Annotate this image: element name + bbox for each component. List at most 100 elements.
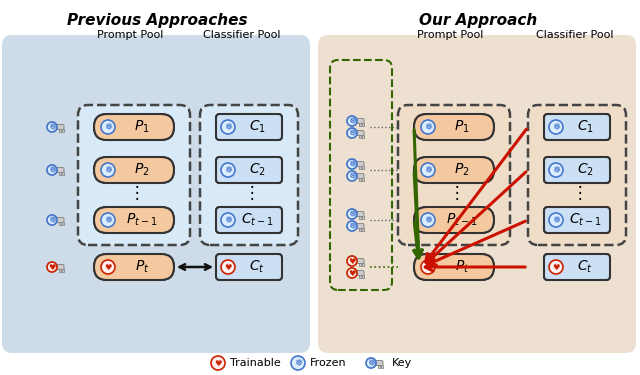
Circle shape xyxy=(366,358,376,368)
Text: ❅: ❅ xyxy=(224,122,232,132)
FancyBboxPatch shape xyxy=(543,206,611,234)
FancyBboxPatch shape xyxy=(413,113,495,141)
FancyBboxPatch shape xyxy=(216,254,282,280)
Circle shape xyxy=(549,213,563,227)
FancyBboxPatch shape xyxy=(414,207,494,233)
FancyBboxPatch shape xyxy=(200,105,298,245)
Circle shape xyxy=(349,258,355,264)
Text: ❅: ❅ xyxy=(48,122,56,132)
Text: ❅: ❅ xyxy=(348,159,356,169)
Text: Our Approach: Our Approach xyxy=(419,12,537,27)
Text: $C_{t-1}$: $C_{t-1}$ xyxy=(241,212,273,228)
Circle shape xyxy=(369,360,374,366)
Circle shape xyxy=(47,215,57,225)
Bar xyxy=(362,135,364,138)
FancyBboxPatch shape xyxy=(94,157,174,183)
Text: Classifier Pool: Classifier Pool xyxy=(536,30,614,40)
Circle shape xyxy=(101,163,115,177)
Text: $C_{2}$: $C_{2}$ xyxy=(577,162,593,178)
FancyBboxPatch shape xyxy=(93,113,175,141)
FancyBboxPatch shape xyxy=(352,211,364,216)
Circle shape xyxy=(349,130,355,135)
FancyBboxPatch shape xyxy=(52,217,64,222)
Text: $\vdots$: $\vdots$ xyxy=(243,183,255,203)
Circle shape xyxy=(347,256,357,266)
Text: ❅: ❅ xyxy=(424,215,432,225)
FancyBboxPatch shape xyxy=(318,35,636,353)
Text: ♥: ♥ xyxy=(348,256,356,265)
FancyBboxPatch shape xyxy=(93,156,175,184)
Circle shape xyxy=(347,128,357,138)
Circle shape xyxy=(49,264,54,270)
Bar xyxy=(359,216,361,219)
Circle shape xyxy=(347,221,357,231)
FancyBboxPatch shape xyxy=(216,157,282,183)
FancyBboxPatch shape xyxy=(352,130,364,135)
Circle shape xyxy=(349,270,355,276)
Text: Previous Approaches: Previous Approaches xyxy=(67,12,247,27)
FancyBboxPatch shape xyxy=(544,157,610,183)
FancyBboxPatch shape xyxy=(544,207,610,233)
Circle shape xyxy=(349,162,355,166)
FancyBboxPatch shape xyxy=(352,258,364,264)
Circle shape xyxy=(347,256,357,266)
Text: $\vdots$: $\vdots$ xyxy=(129,183,140,203)
Circle shape xyxy=(49,168,54,172)
Text: $P_{1}$: $P_{1}$ xyxy=(454,119,470,135)
Text: $C_{t}$: $C_{t}$ xyxy=(249,259,265,275)
Circle shape xyxy=(221,260,235,274)
Circle shape xyxy=(349,211,355,216)
Text: ❅: ❅ xyxy=(552,215,560,225)
FancyBboxPatch shape xyxy=(413,206,495,234)
FancyBboxPatch shape xyxy=(371,360,383,366)
FancyBboxPatch shape xyxy=(215,253,283,281)
Circle shape xyxy=(347,116,357,126)
Text: $\vdots$: $\vdots$ xyxy=(572,183,582,203)
FancyBboxPatch shape xyxy=(413,253,495,281)
FancyBboxPatch shape xyxy=(543,253,611,281)
Text: ♥: ♥ xyxy=(104,262,112,272)
Circle shape xyxy=(549,120,563,134)
Bar xyxy=(359,135,361,138)
Text: ❅: ❅ xyxy=(48,165,56,175)
Text: ❅: ❅ xyxy=(348,128,356,138)
Text: ♥: ♥ xyxy=(214,358,221,368)
FancyBboxPatch shape xyxy=(544,254,610,280)
Bar xyxy=(381,365,383,368)
Bar xyxy=(359,263,361,266)
Circle shape xyxy=(101,120,115,134)
Circle shape xyxy=(347,221,357,231)
FancyBboxPatch shape xyxy=(215,206,283,234)
FancyBboxPatch shape xyxy=(52,168,64,172)
Text: ❅: ❅ xyxy=(48,215,56,225)
Text: ❅: ❅ xyxy=(224,215,232,225)
Bar xyxy=(362,178,364,181)
Text: Prompt Pool: Prompt Pool xyxy=(417,30,483,40)
Circle shape xyxy=(349,224,355,228)
Text: $P_{2}$: $P_{2}$ xyxy=(134,162,150,178)
Bar xyxy=(359,178,361,181)
Circle shape xyxy=(347,159,357,169)
FancyBboxPatch shape xyxy=(94,114,174,140)
FancyBboxPatch shape xyxy=(216,114,282,140)
FancyBboxPatch shape xyxy=(52,264,64,270)
Text: $\vdots$: $\vdots$ xyxy=(449,183,460,203)
FancyBboxPatch shape xyxy=(352,174,364,178)
Text: $P_{t-1}$: $P_{t-1}$ xyxy=(446,212,477,228)
FancyBboxPatch shape xyxy=(414,114,494,140)
FancyBboxPatch shape xyxy=(352,118,364,123)
Text: ❅: ❅ xyxy=(104,215,112,225)
Bar xyxy=(62,269,64,272)
Circle shape xyxy=(47,262,57,272)
FancyBboxPatch shape xyxy=(93,206,175,234)
Text: ❅: ❅ xyxy=(348,221,356,231)
Circle shape xyxy=(347,116,357,126)
Circle shape xyxy=(349,174,355,178)
Text: ❅: ❅ xyxy=(367,358,375,368)
Text: Frozen: Frozen xyxy=(310,358,347,368)
Text: ❅: ❅ xyxy=(224,165,232,175)
Bar xyxy=(59,129,61,132)
Bar xyxy=(62,129,64,132)
Text: $P_{t}$: $P_{t}$ xyxy=(135,259,149,275)
Circle shape xyxy=(347,268,357,278)
